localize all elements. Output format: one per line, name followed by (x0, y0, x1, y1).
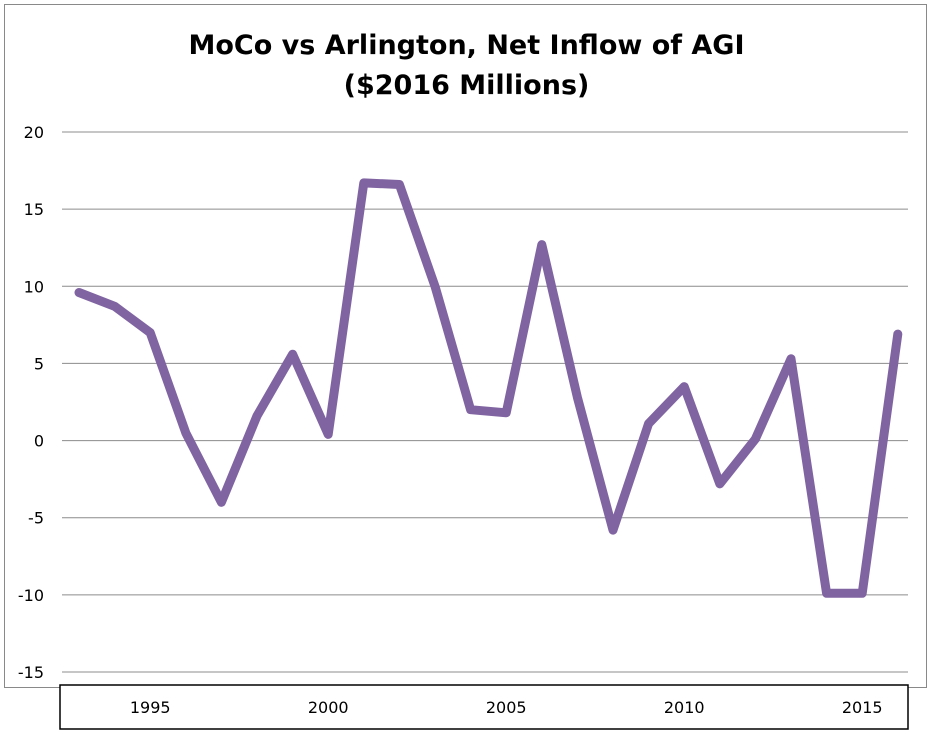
gridlines (62, 131, 908, 673)
chart-title: MoCo vs Arlington, Net Inflow of AGI (188, 30, 745, 61)
x-tick-label: 2015 (842, 698, 883, 717)
y-axis-tick-labels: 20 15 10 5 0 -5 -10 -15 (18, 123, 44, 682)
x-tick-label: 2005 (486, 698, 527, 717)
y-tick-label: -5 (28, 509, 44, 528)
y-tick-label: 0 (34, 432, 44, 451)
series-line (74, 178, 903, 598)
y-tick-label: 20 (24, 123, 44, 142)
y-tick-label: -10 (18, 586, 44, 605)
x-tick-label: 2000 (308, 698, 349, 717)
y-tick-label: -15 (18, 663, 44, 682)
x-tick-label: 2010 (664, 698, 705, 717)
x-axis-box (59, 684, 909, 730)
chart-title-block: MoCo vs Arlington, Net Inflow of AGI ($2… (0, 26, 933, 106)
y-tick-label: 5 (34, 354, 44, 373)
x-axis-tick-labels: 1995 2000 2005 2010 2015 (130, 698, 883, 717)
x-tick-label: 1995 (130, 698, 171, 717)
chart-subtitle: ($2016 Millions) (343, 70, 590, 101)
y-tick-label: 10 (24, 277, 44, 296)
y-tick-label: 15 (24, 200, 44, 219)
